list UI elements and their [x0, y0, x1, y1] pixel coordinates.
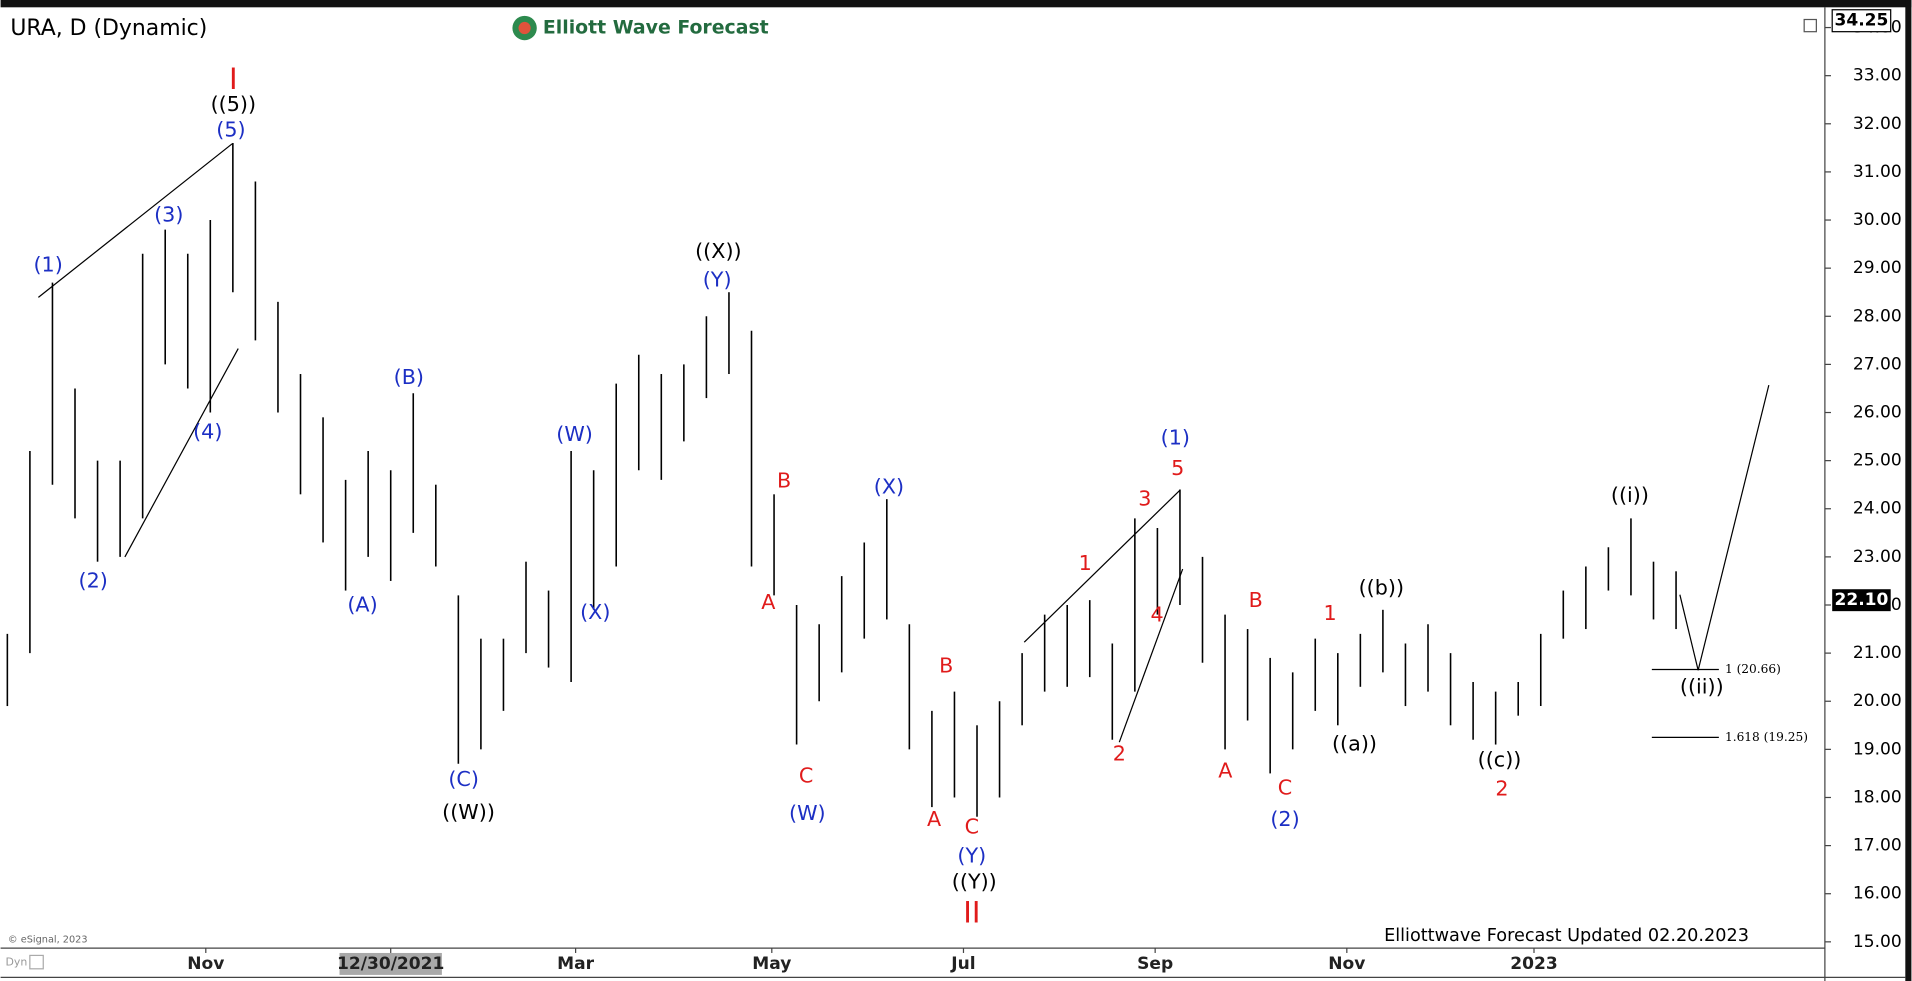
wave-label: A	[761, 590, 775, 614]
wave-label: (2)	[79, 568, 108, 592]
plot: 15.0016.0017.0018.0019.0020.0021.0022.00…	[6, 9, 1902, 975]
y-tick-label: 25.00	[1853, 451, 1902, 471]
y-tick-label: 28.00	[1853, 306, 1902, 326]
top-border	[0, 0, 1912, 8]
projection-path	[1679, 384, 1770, 671]
y-tick-label: 31.00	[1853, 162, 1902, 182]
fib-label: 1 (20.66)	[1725, 662, 1781, 676]
x-tick-label: Sep	[1137, 954, 1173, 974]
last-price-box	[1832, 589, 1891, 612]
wave-label: (2)	[1270, 807, 1299, 831]
wave-label: (X)	[874, 474, 904, 498]
wave-label: ((c))	[1478, 747, 1522, 771]
wave-label: (1)	[33, 253, 62, 277]
x-tick-label: Nov	[187, 954, 224, 974]
x-tick-label: Nov	[1328, 954, 1365, 974]
wave-label: (3)	[154, 203, 183, 227]
footer: Elliottwave Forecast Updated 02.20.2023	[1384, 926, 1749, 946]
y-tick-label: 32.00	[1853, 114, 1902, 134]
x-tick-label: May	[752, 954, 791, 974]
high-price-label: 34.25	[1834, 11, 1888, 31]
last-price-label: 22.10	[1834, 590, 1888, 610]
wave-label: ((ii))	[1680, 674, 1724, 698]
wave-label: ((i))	[1611, 483, 1649, 507]
trendline	[1118, 568, 1184, 743]
high-price-box	[1831, 9, 1892, 33]
wave-label: B	[939, 654, 953, 678]
y-tick-label: 21.00	[1853, 643, 1902, 663]
wave-label: (X)	[580, 600, 610, 624]
chart-title: URA, D (Dynamic)	[10, 16, 207, 41]
wave-label: 2	[1113, 741, 1126, 765]
wave-label: A	[927, 807, 941, 831]
wave-label: ((b))	[1359, 576, 1404, 600]
y-tick-label: 20.00	[1853, 691, 1902, 711]
trendline	[37, 143, 233, 298]
y-tick-label: 16.00	[1853, 884, 1902, 904]
wave-label: 3	[1138, 487, 1151, 511]
wave-label: (C)	[448, 767, 479, 791]
trendline	[1023, 489, 1181, 643]
x-tick-label: Jul	[950, 954, 975, 974]
wave-label: (1)	[1161, 426, 1190, 450]
wave-label: B	[777, 468, 791, 492]
wave-label: ((a))	[1332, 732, 1377, 756]
wave-label: 4	[1150, 602, 1163, 626]
copyright: © eSignal, 2023	[8, 935, 88, 946]
logo: Elliott Wave Forecast	[512, 15, 769, 41]
logo-text: Elliott Wave Forecast	[543, 17, 769, 39]
wave-label: (W)	[556, 422, 593, 446]
logo-icon-inner	[518, 21, 531, 35]
corner-label: Dyn	[5, 956, 27, 969]
wave-label: 5	[1171, 456, 1184, 480]
fib-label: 1.618 (19.25)	[1725, 730, 1808, 744]
y-tick-label: 19.00	[1853, 739, 1902, 759]
corner-icon	[29, 954, 44, 970]
y-tick-label: 15.00	[1853, 932, 1902, 952]
y-tick-label: 26.00	[1853, 403, 1902, 423]
wave-label: (A)	[347, 593, 377, 617]
wave-label: (4)	[193, 420, 222, 444]
y-tick-label: 29.00	[1853, 258, 1902, 278]
wave-label: C	[965, 814, 979, 838]
wave-label: ((5))	[211, 92, 256, 116]
y-tick-label: 23.00	[1853, 547, 1902, 567]
wave-label: B	[1249, 588, 1263, 612]
trendline	[124, 348, 239, 558]
wave-label: 2	[1495, 777, 1508, 801]
y-tick-label: 17.00	[1853, 836, 1902, 856]
y-tick-label: 33.00	[1853, 66, 1902, 86]
x-cursor-box	[339, 952, 442, 975]
x-tick-label: 12/30/2021	[337, 954, 444, 974]
wave-label: 1	[1324, 601, 1337, 625]
wave-label: ((X))	[695, 239, 742, 263]
wave-label: 1	[1079, 551, 1092, 575]
y-tick-label: 24.00	[1853, 499, 1902, 519]
wave-label: (W)	[789, 801, 826, 825]
wave-label: A	[1218, 758, 1232, 782]
wave-label: (Y)	[703, 267, 732, 291]
x-tick-label: Mar	[557, 954, 594, 974]
wave-label: II	[963, 895, 980, 929]
y-tick-label: 30.00	[1853, 210, 1902, 230]
wave-label: I	[229, 62, 238, 96]
wave-label: (5)	[216, 117, 245, 141]
wave-label: ((W))	[442, 800, 495, 824]
wave-label: (Y)	[957, 844, 986, 868]
window-icon	[1803, 18, 1817, 33]
right-border	[1905, 0, 1912, 981]
wave-label: ((Y))	[952, 869, 997, 893]
y-tick-label: 18.00	[1853, 787, 1902, 807]
wave-label: C	[1278, 775, 1292, 799]
y-tick-label: 27.00	[1853, 354, 1902, 374]
wave-label: C	[799, 763, 813, 787]
x-tick-label: 2023	[1510, 954, 1557, 974]
wave-label: (B)	[394, 365, 424, 389]
